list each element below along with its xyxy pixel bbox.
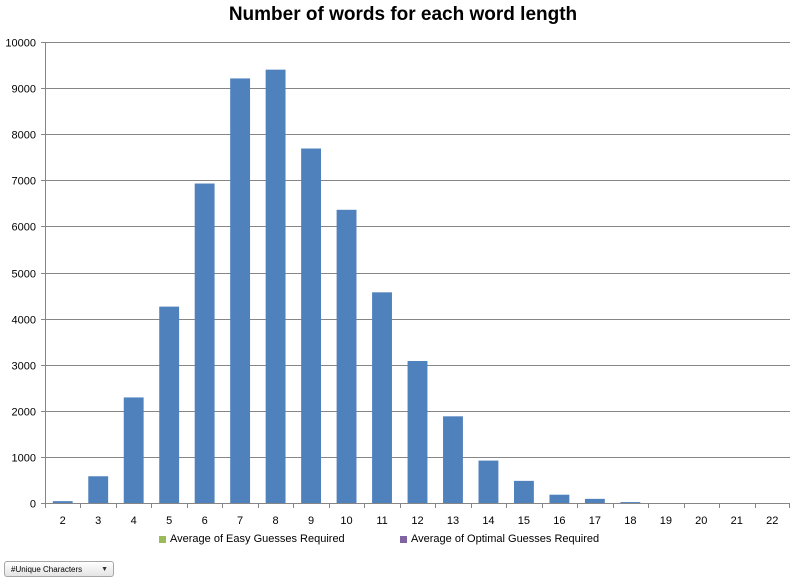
bars xyxy=(52,69,641,504)
y-tick-label: 0 xyxy=(30,499,36,511)
bar xyxy=(123,397,144,503)
x-tick-label: 20 xyxy=(695,515,707,527)
x-tick-label: 4 xyxy=(131,515,137,527)
legend-swatch-easy xyxy=(159,535,166,543)
bar xyxy=(230,78,251,503)
x-tick-label: 7 xyxy=(237,515,243,527)
axes xyxy=(41,42,790,508)
bar xyxy=(159,306,180,503)
unique-characters-field-button[interactable]: #Unique Characters ▼ xyxy=(4,561,114,577)
x-tick-labels: 2 3 4 5 6 7 8 9 10 11 12 13 14 15 16 17 18 19 20 21 22 xyxy=(60,515,779,527)
x-tick-label: 18 xyxy=(624,515,636,527)
x-tick-label: 8 xyxy=(273,515,279,527)
plot-area: 0 1000 2000 3000 4000 5000 6000 7000 8000 9000 100… xyxy=(5,38,790,527)
field-button-label: #Unique Characters xyxy=(11,564,83,574)
x-tick-label: 12 xyxy=(411,515,423,527)
bar xyxy=(478,460,499,503)
y-tick-label: 1000 xyxy=(12,453,36,465)
y-tick-label: 10000 xyxy=(5,38,36,50)
legend-item-easy: Average of Easy Guesses Required xyxy=(159,533,345,545)
y-tick-label: 3000 xyxy=(12,361,36,373)
bar xyxy=(513,480,534,503)
y-tick-label: 4000 xyxy=(12,315,36,327)
x-tick-label: 15 xyxy=(518,515,530,527)
x-tick-label: 10 xyxy=(340,515,352,527)
x-tick-label: 2 xyxy=(60,515,66,527)
bar xyxy=(372,292,392,503)
bar xyxy=(265,69,286,503)
legend: Average of Easy Guesses Required Average… xyxy=(0,533,806,549)
y-tick-label: 8000 xyxy=(12,130,36,142)
y-tick-label: 9000 xyxy=(12,84,36,96)
bar xyxy=(194,183,215,504)
legend-label-optimal: Average of Optimal Guesses Required xyxy=(411,533,600,545)
legend-label-easy: Average of Easy Guesses Required xyxy=(170,533,345,545)
x-tick-label: 16 xyxy=(553,515,565,527)
bar xyxy=(301,148,322,503)
x-tick-label: 3 xyxy=(95,515,101,527)
chart-title: Number of words for each word length xyxy=(228,4,578,25)
bar xyxy=(584,498,605,503)
bar xyxy=(620,502,641,503)
x-tick-label: 6 xyxy=(202,515,208,527)
x-tick-label: 19 xyxy=(660,515,672,527)
bar xyxy=(443,416,463,503)
bar xyxy=(549,494,570,503)
x-tick-label: 22 xyxy=(766,515,778,527)
y-tick-label: 7000 xyxy=(12,176,36,188)
y-tick-labels: 0 1000 2000 3000 4000 5000 6000 7000 8000 9000 100… xyxy=(5,38,36,511)
x-tick-label: 11 xyxy=(376,515,387,527)
x-tick-label: 14 xyxy=(482,515,494,527)
x-tick-label: 9 xyxy=(308,515,314,527)
x-tick-label: 13 xyxy=(447,515,459,527)
bar xyxy=(336,209,357,503)
x-tick-label: 17 xyxy=(589,515,601,527)
y-tick-label: 2000 xyxy=(12,407,36,419)
legend-item-optimal: Average of Optimal Guesses Required xyxy=(400,533,599,545)
legend-swatch-optimal xyxy=(400,535,407,543)
x-tick-label: 21 xyxy=(731,515,743,527)
chevron-down-icon: ▼ xyxy=(101,565,108,573)
y-tick-label: 5000 xyxy=(12,269,36,281)
y-tick-label: 6000 xyxy=(12,222,36,234)
bar xyxy=(88,476,109,503)
bar xyxy=(407,361,428,503)
x-tick-label: 5 xyxy=(166,515,172,527)
bar xyxy=(52,501,73,503)
